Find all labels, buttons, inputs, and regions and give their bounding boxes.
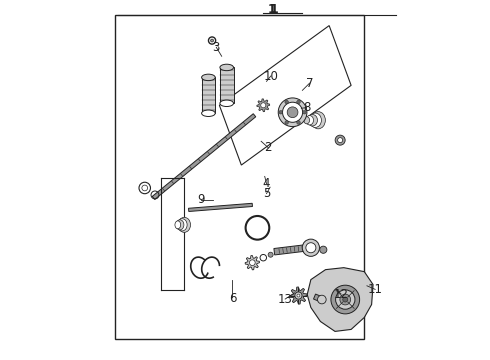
Text: 12: 12 [334,288,348,301]
Text: 6: 6 [229,292,236,305]
Text: 5: 5 [263,187,270,200]
Ellipse shape [304,117,310,124]
Circle shape [287,107,298,118]
Circle shape [283,102,303,122]
Circle shape [343,297,348,302]
Ellipse shape [307,114,318,126]
Circle shape [268,252,273,257]
Ellipse shape [176,220,184,230]
Polygon shape [307,268,373,332]
Text: 10: 10 [264,69,278,82]
Circle shape [211,39,214,42]
Text: 1: 1 [270,3,278,16]
Ellipse shape [201,74,215,81]
Text: 7: 7 [306,77,313,90]
Circle shape [278,98,307,127]
Bar [220,67,234,103]
Ellipse shape [306,116,314,125]
Polygon shape [290,287,307,304]
Ellipse shape [220,64,234,71]
Circle shape [261,103,266,108]
Polygon shape [257,99,270,112]
Circle shape [318,295,326,304]
Polygon shape [189,203,252,211]
Circle shape [297,294,300,297]
Circle shape [296,100,300,104]
Circle shape [331,285,360,314]
Text: 4: 4 [263,177,270,190]
Circle shape [295,292,302,299]
Circle shape [303,111,306,114]
Circle shape [285,121,289,124]
Circle shape [319,246,327,253]
Polygon shape [220,26,351,165]
Ellipse shape [201,110,215,117]
Circle shape [338,138,343,143]
Polygon shape [274,244,308,255]
Text: 1: 1 [268,3,276,16]
Circle shape [340,294,351,305]
Text: 3: 3 [213,41,220,54]
Circle shape [285,100,289,104]
Circle shape [302,239,319,256]
Circle shape [335,135,345,145]
Text: 11: 11 [368,283,383,296]
Circle shape [279,111,283,114]
Polygon shape [245,256,260,270]
Circle shape [249,260,255,266]
Text: 13: 13 [278,293,293,306]
Circle shape [306,243,316,253]
Ellipse shape [178,217,191,232]
Polygon shape [314,294,323,302]
Ellipse shape [309,113,321,127]
Polygon shape [152,114,256,199]
Text: 8: 8 [303,101,310,114]
Ellipse shape [311,112,325,129]
Ellipse shape [220,100,234,107]
Ellipse shape [175,221,181,229]
Bar [115,15,364,339]
Circle shape [336,290,355,309]
Ellipse shape [177,219,187,231]
Bar [201,77,215,113]
Circle shape [296,121,300,124]
Text: 2: 2 [265,141,272,154]
Text: 9: 9 [197,193,205,206]
